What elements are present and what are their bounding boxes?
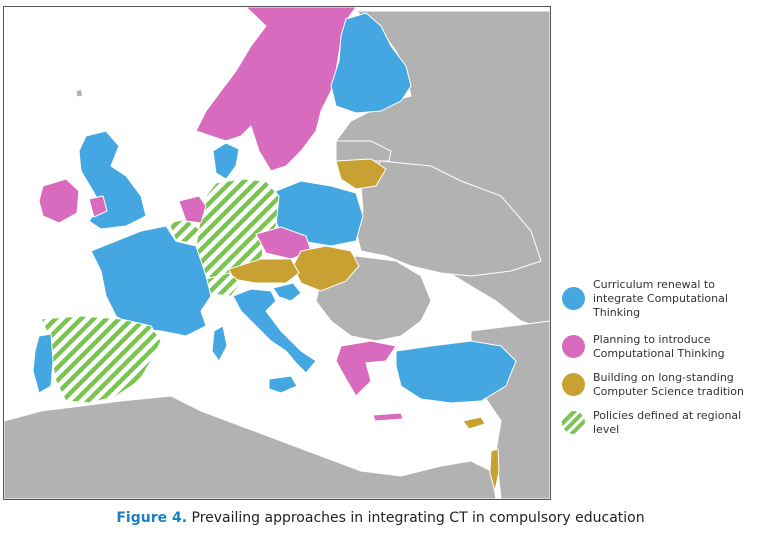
region-wales xyxy=(88,195,108,218)
region-sicily xyxy=(268,375,298,394)
green-stripes-swatch-icon xyxy=(562,411,585,434)
region-greece xyxy=(335,340,397,397)
region-israel xyxy=(489,448,500,492)
legend-item-green-stripes: Policies defined at regional level xyxy=(562,409,758,437)
region-poland xyxy=(270,180,364,247)
region-spain xyxy=(40,315,162,404)
legend-label: Planning to introduce Computational Thin… xyxy=(593,333,725,360)
region-belgium xyxy=(168,218,200,244)
region-cyprus xyxy=(462,416,486,430)
legend-label: Curriculum renewal to integrate Computat… xyxy=(593,278,728,319)
region-croatia xyxy=(272,282,302,302)
region-finland xyxy=(330,12,412,114)
legend-label: Policies defined at regional level xyxy=(593,409,742,436)
region-sardinia xyxy=(211,325,228,362)
legend-label: Building on long-standing Computer Scien… xyxy=(593,371,745,398)
region-france xyxy=(90,225,212,337)
region-denmark xyxy=(212,142,240,180)
caption-text: Prevailing approaches in integrating CT … xyxy=(191,510,645,526)
region-netherlands xyxy=(178,195,207,224)
region-crete xyxy=(372,412,404,422)
europe-map xyxy=(3,6,551,500)
region-uk xyxy=(78,130,147,230)
legend-item-gold: Building on long-standing Computer Scien… xyxy=(562,371,758,399)
figure-caption: Figure 4. Prevailing approaches in integ… xyxy=(0,510,761,526)
region-turkey xyxy=(395,340,517,404)
gold-swatch-icon xyxy=(562,373,585,396)
region-lithuania xyxy=(335,158,387,190)
region-italy xyxy=(232,288,317,374)
figure-label: Figure 4. xyxy=(116,510,188,526)
pink-swatch-icon xyxy=(562,335,585,358)
legend-item-pink: Planning to introduce Computational Thin… xyxy=(562,333,758,361)
legend-item-blue: Curriculum renewal to integrate Computat… xyxy=(562,278,758,320)
blue-swatch-icon xyxy=(562,287,585,310)
region-norway-sweden xyxy=(195,7,357,172)
region-ireland xyxy=(38,178,80,224)
region-portugal xyxy=(32,333,54,394)
